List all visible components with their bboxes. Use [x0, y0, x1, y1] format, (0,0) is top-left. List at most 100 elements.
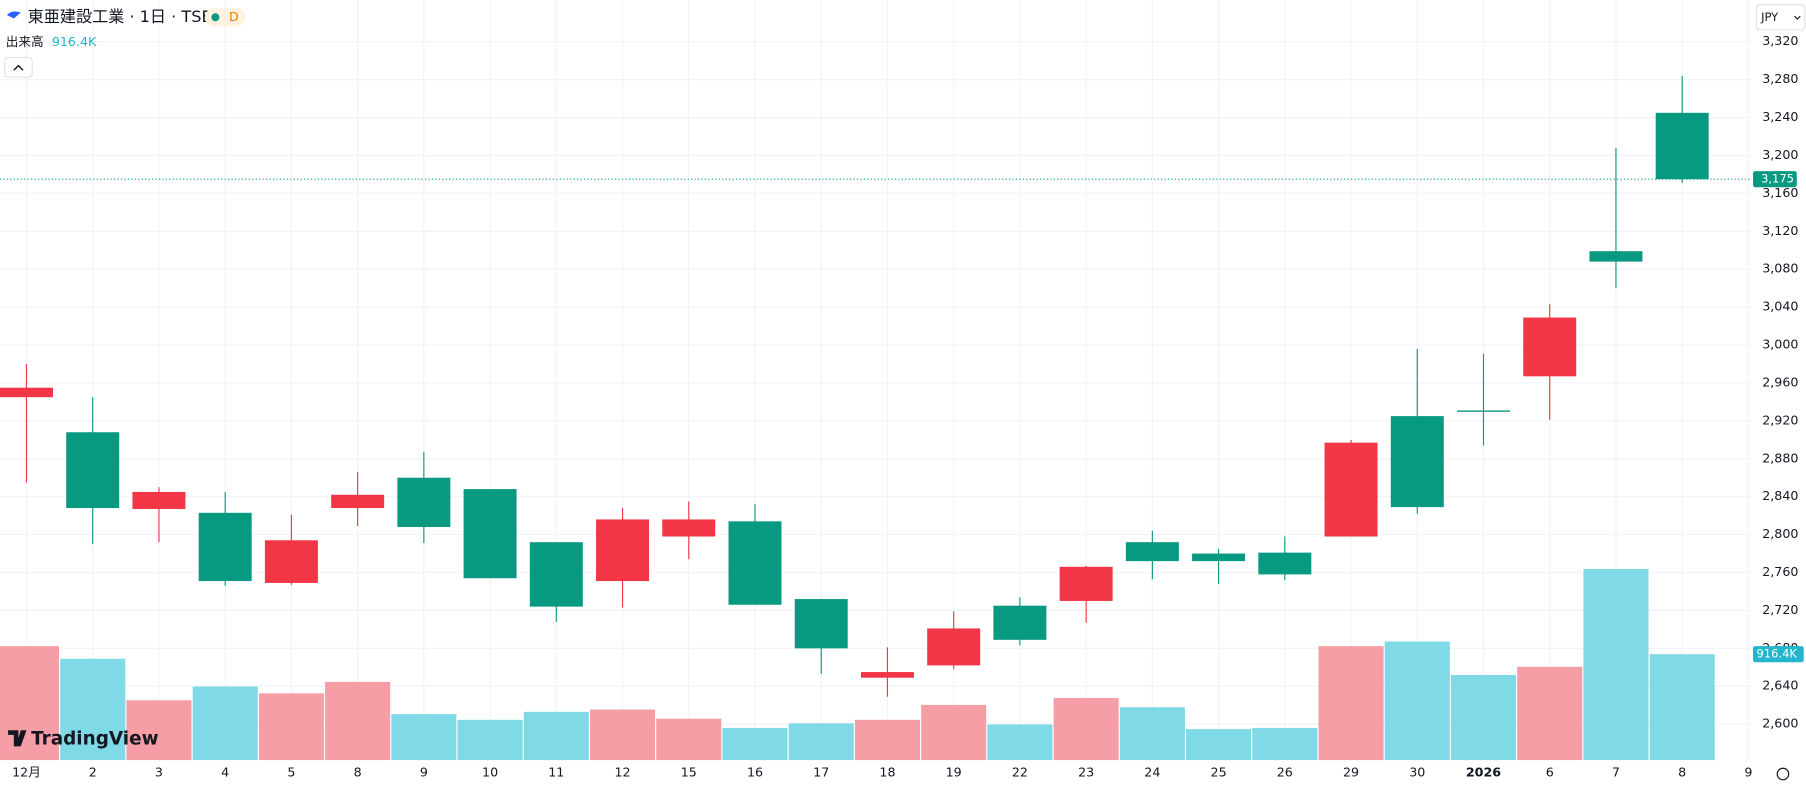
volume-bar [192, 686, 258, 761]
volume-bar [1517, 666, 1583, 761]
volume-bar [854, 719, 920, 761]
grid [0, 0, 1751, 761]
volume-bar [1583, 568, 1649, 761]
volume-layer [0, 568, 1715, 761]
y-tick-label: 2,800 [1762, 526, 1798, 541]
candle-body [1324, 442, 1378, 537]
candle-body [1655, 112, 1709, 180]
y-tick-label: 2,920 [1762, 412, 1798, 427]
y-tick-label: 3,240 [1762, 109, 1798, 124]
x-tick-label: 30 [1409, 764, 1425, 779]
status-dot [211, 13, 220, 22]
x-tick-label: 11 [548, 764, 564, 779]
candle-body [662, 519, 716, 537]
last-price-label: 3,175 [1761, 172, 1794, 186]
volume-bar [722, 727, 788, 761]
y-tick-label: 2,640 [1762, 678, 1798, 693]
volume-bar [590, 709, 656, 761]
settings-icon[interactable] [1776, 767, 1790, 781]
volume-bar [258, 693, 324, 761]
candle-body [264, 540, 318, 583]
volume-bar [0, 646, 60, 761]
volume-bar [656, 718, 722, 761]
volume-bar [391, 714, 457, 761]
y-tick-label: 2,600 [1762, 716, 1798, 731]
candle-body [1390, 416, 1444, 508]
x-tick-label: 2026 [1466, 764, 1501, 779]
candle-body [1457, 410, 1510, 412]
volume-bar [325, 681, 391, 761]
chart-title: 東亜建設工業 · 1日 · TSE [28, 7, 212, 26]
badge-bg [205, 8, 246, 27]
volume-bar [1649, 654, 1715, 761]
last-price-tag [1753, 171, 1797, 188]
y-tick-label: 3,080 [1762, 261, 1798, 276]
volume-bar [60, 658, 126, 761]
x-tick-label: 9 [1744, 764, 1752, 779]
y-tick-label: 2,880 [1762, 450, 1798, 465]
candle-body [1125, 542, 1179, 562]
candle-body [132, 491, 186, 510]
candle-body [1523, 317, 1577, 377]
collapse-button[interactable] [4, 57, 33, 78]
candle-body [1192, 553, 1246, 562]
time-axis-bg [0, 760, 1806, 786]
y-tick-label: 3,280 [1762, 71, 1798, 86]
candle-body [728, 521, 782, 605]
interval-badge: D [229, 9, 239, 24]
x-tick-label: 16 [747, 764, 763, 779]
x-tick-label: 26 [1277, 764, 1293, 779]
candle-body [397, 477, 451, 528]
y-tick-label: 3,120 [1762, 223, 1798, 238]
symbol-icon [6, 11, 21, 19]
x-tick-label: 17 [813, 764, 829, 779]
x-tick-label: 6 [1546, 764, 1554, 779]
volume-legend: 出来高 [6, 34, 44, 49]
candle-body [331, 494, 385, 509]
volume-bar [1384, 641, 1450, 761]
y-tick-label: 3,040 [1762, 299, 1798, 314]
volume-bar [457, 719, 523, 761]
y-tick-label: 3,000 [1762, 337, 1798, 352]
candle-body [927, 628, 981, 666]
overlay: 東亜建設工業 · 1日 · TSE D 出来高 916.4K JPY Tradi… [4, 4, 1806, 781]
volume-tag-label: 916.4K [1756, 647, 1797, 661]
brand-logo [8, 730, 27, 747]
volume-bar [1252, 727, 1318, 761]
brand: TradingView [31, 728, 159, 749]
volume-bar [788, 723, 854, 761]
candle-body [66, 432, 120, 509]
candle-body [0, 387, 53, 398]
volume-bar [126, 700, 192, 761]
candle-body [794, 599, 848, 649]
x-tick-label: 12月 [12, 764, 41, 779]
x-tick-label: 23 [1078, 764, 1094, 779]
volume-bar [1450, 674, 1517, 761]
volume-bar [1119, 707, 1185, 761]
volume-tag [1753, 646, 1804, 663]
x-tick-label: 8 [354, 764, 362, 779]
currency-button[interactable] [1755, 4, 1806, 31]
x-tick-label: 4 [221, 764, 229, 779]
y-tick-label: 2,720 [1762, 602, 1798, 617]
y-tick-label: 2,840 [1762, 488, 1798, 503]
x-tick-label: 2 [89, 764, 97, 779]
currency: JPY [1760, 10, 1779, 24]
candle-body [1258, 552, 1312, 575]
candle-body [198, 512, 252, 582]
collapse-icon [13, 64, 24, 71]
x-tick-label: 22 [1012, 764, 1028, 779]
x-tick-label: 5 [287, 764, 295, 779]
x-tick-label: 18 [879, 764, 895, 779]
x-tick-label: 24 [1144, 764, 1160, 779]
volume-bar [1053, 697, 1119, 761]
candle-body [1589, 251, 1643, 262]
candle-body [1059, 566, 1113, 601]
volume-bar [1318, 646, 1384, 761]
currency-caret [1794, 15, 1801, 20]
y-tick-label: 2,960 [1762, 374, 1798, 389]
